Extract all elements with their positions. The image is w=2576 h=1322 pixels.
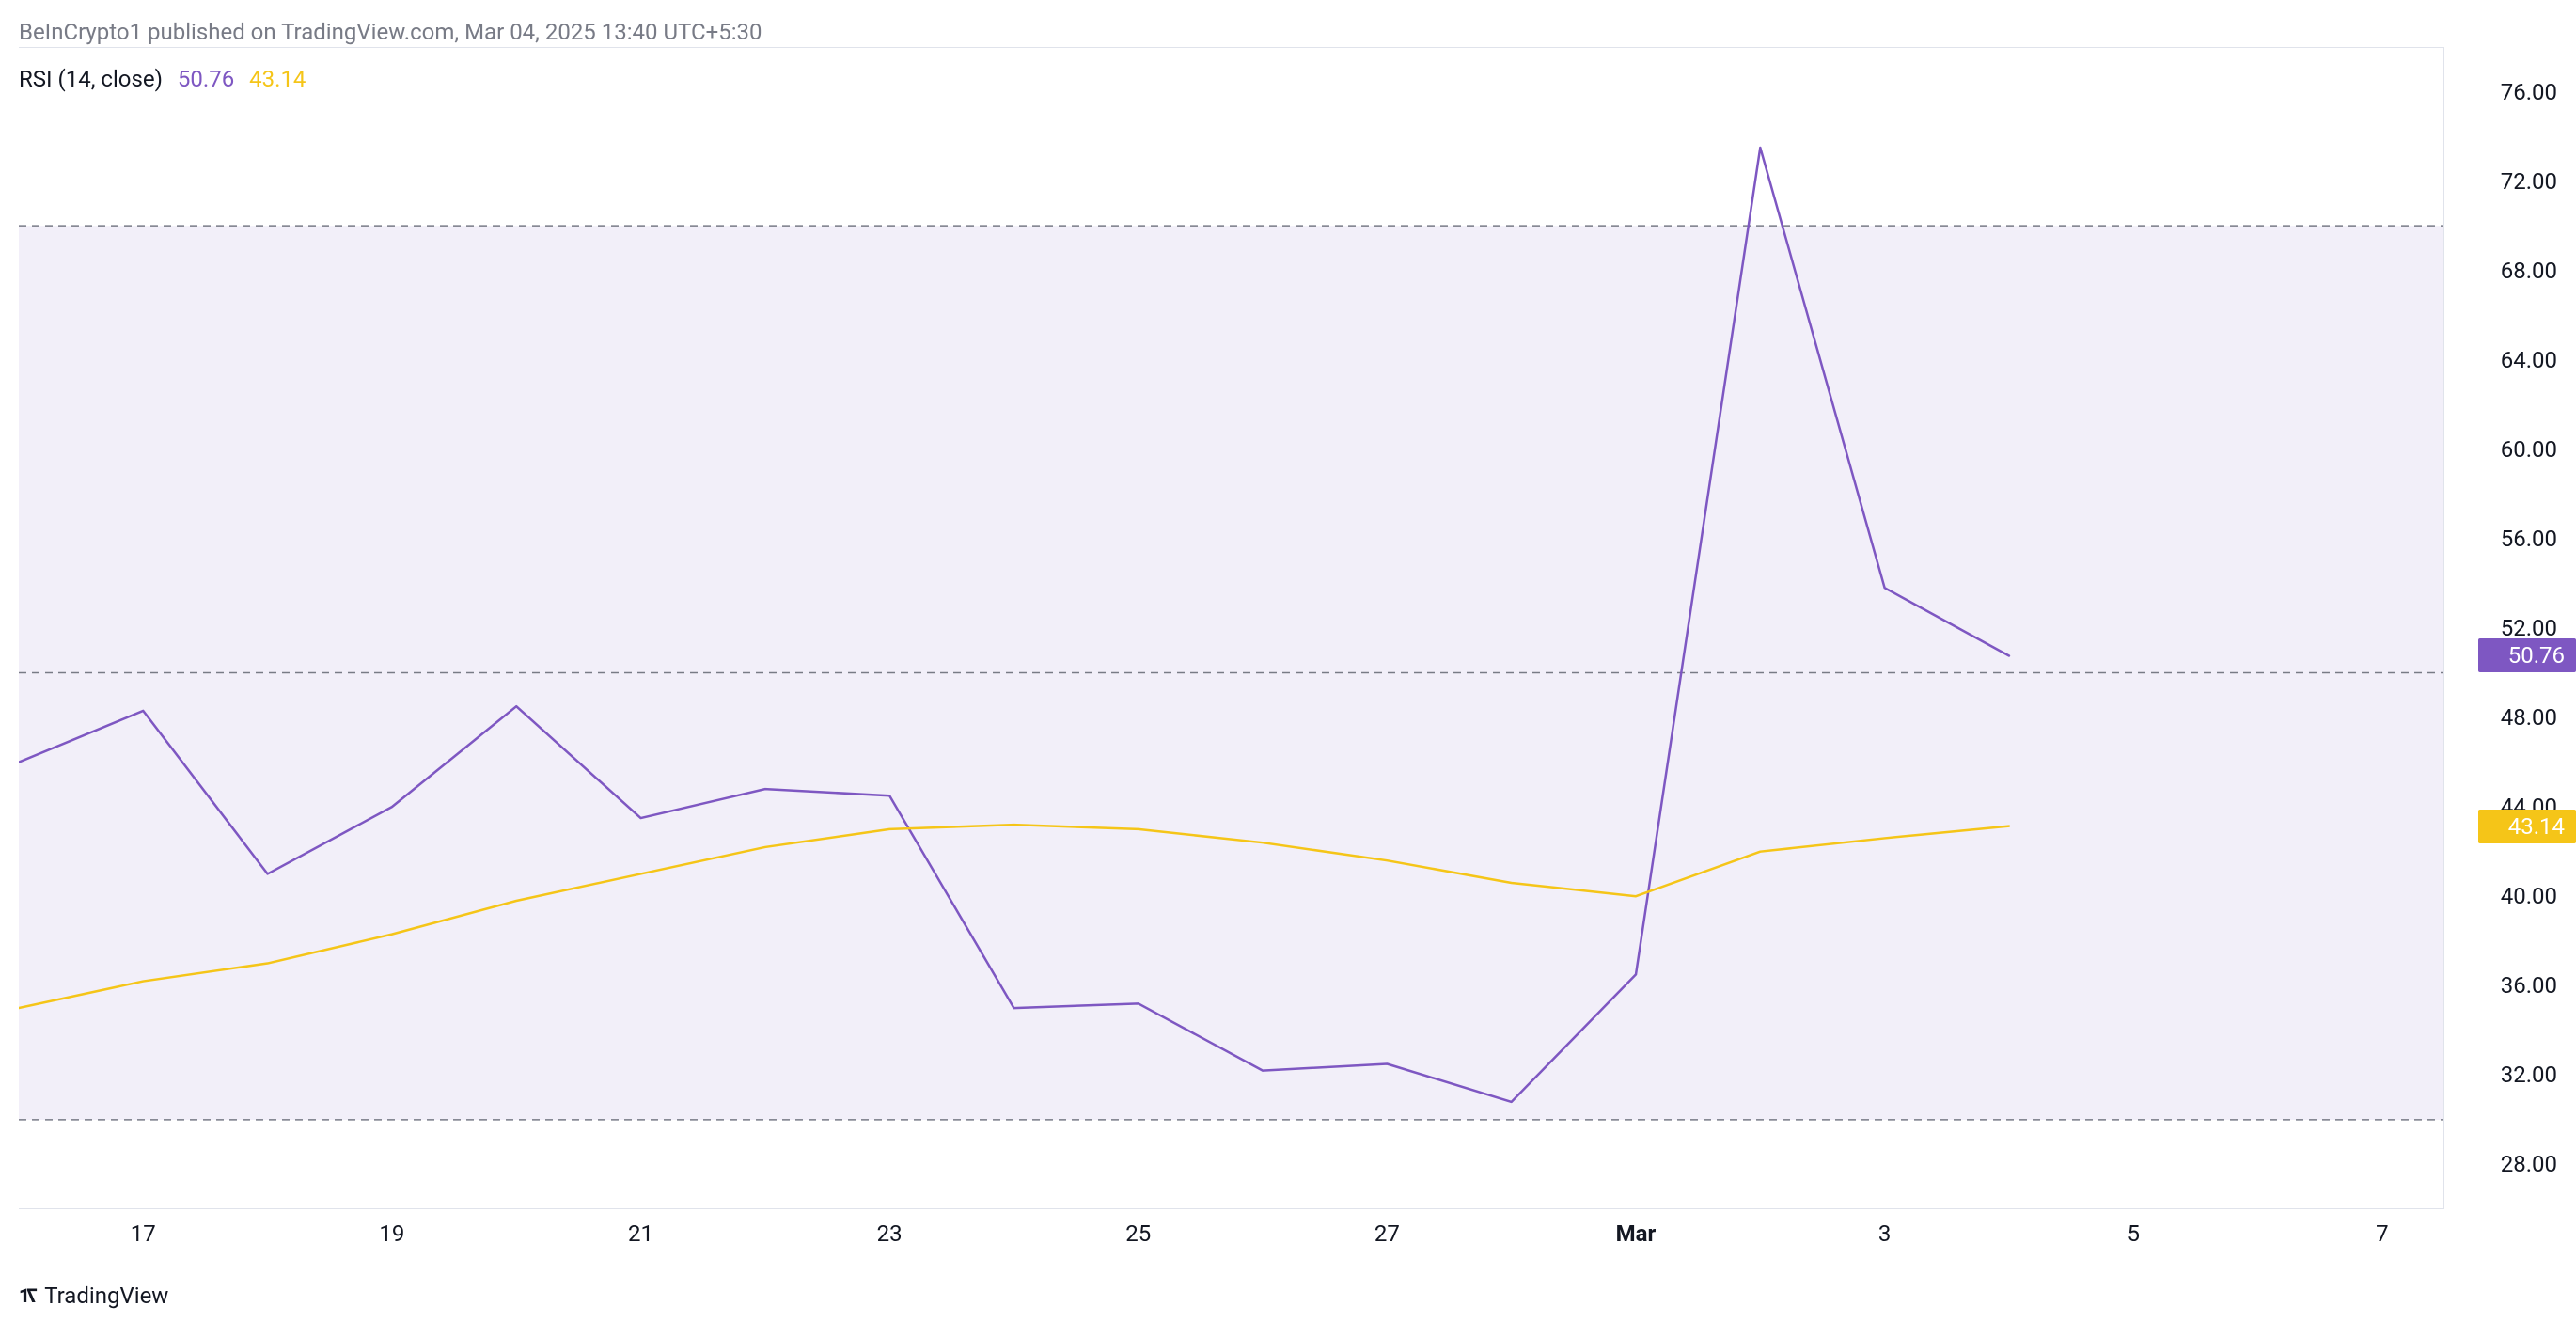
tradingview-branding[interactable]: 17 TradingView: [19, 1283, 168, 1309]
x-axis-scale[interactable]: 17 19 21 23 25 27 Mar 3 5 7: [19, 1208, 2444, 1266]
x-axis-tick: 21: [628, 1220, 653, 1247]
y-axis-tick: 60.00: [2501, 436, 2557, 463]
price-tag: 43.14: [2478, 810, 2576, 843]
chart-root: BeInCrypto1 published on TradingView.com…: [0, 0, 2576, 1322]
tradingview-logo-icon: 17: [19, 1284, 37, 1307]
y-axis-tick: 68.00: [2501, 258, 2557, 284]
x-axis-tick: 5: [2127, 1220, 2140, 1247]
y-axis-tick: 52.00: [2501, 615, 2557, 641]
y-axis-tick: 64.00: [2501, 347, 2557, 373]
y-axis-tick: 40.00: [2501, 883, 2557, 909]
x-axis-tick: 23: [877, 1220, 903, 1247]
chart-plot-area[interactable]: [19, 47, 2444, 1209]
chart-svg: [19, 47, 2444, 1209]
x-axis-tick: 7: [2376, 1220, 2389, 1247]
x-axis-tick: 19: [379, 1220, 404, 1247]
x-axis-tick: Mar: [1616, 1220, 1657, 1247]
y-axis-tick: 32.00: [2501, 1062, 2557, 1088]
price-tag: 50.76: [2478, 638, 2576, 672]
y-axis-tick: 76.00: [2501, 79, 2557, 105]
x-axis-tick: 25: [1125, 1220, 1151, 1247]
y-axis-tick: 56.00: [2501, 526, 2557, 552]
x-axis-tick: 27: [1374, 1220, 1400, 1247]
y-axis-tick: 72.00: [2501, 168, 2557, 195]
y-axis-scale[interactable]: 28.0032.0036.0040.0044.0048.0052.0056.00…: [2443, 47, 2576, 1209]
y-axis-tick: 28.00: [2501, 1151, 2557, 1177]
x-axis-tick: 17: [131, 1220, 156, 1247]
y-axis-tick: 36.00: [2501, 972, 2557, 999]
y-axis-tick: 48.00: [2501, 704, 2557, 731]
tradingview-brand-text: TradingView: [44, 1283, 168, 1309]
attribution-text: BeInCrypto1 published on TradingView.com…: [19, 19, 762, 45]
x-axis-tick: 3: [1878, 1220, 1892, 1247]
